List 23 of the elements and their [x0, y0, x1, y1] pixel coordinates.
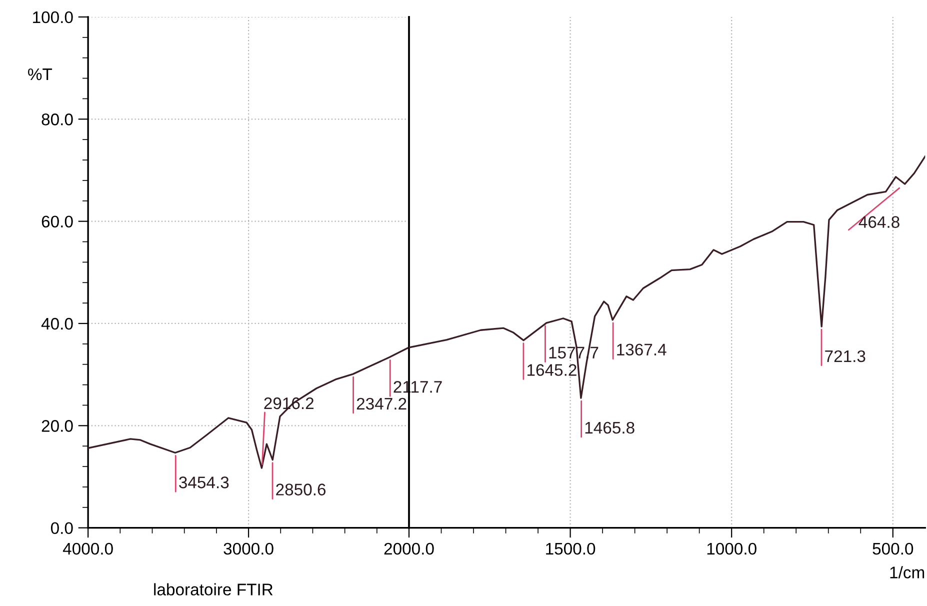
y-axis-title: %T [28, 68, 52, 80]
x-tick-label: 3000.0 [224, 542, 274, 555]
annotation: 2347.2 [356, 398, 406, 410]
x-tick-label: 1500.0 [546, 542, 596, 555]
x-axis-title: 1/cm [890, 566, 924, 578]
annotation: 1465.8 [585, 422, 634, 434]
y-tick-label: 40.0 [41, 318, 73, 330]
annotation: 2850.6 [276, 484, 326, 496]
x-tick-label: 2000.0 [384, 542, 434, 555]
y-tick-label: 60.0 [42, 216, 73, 228]
annotation: 721.3 [825, 350, 866, 362]
x-tick-label: 500.0 [872, 542, 914, 555]
text: laboratoire FTIR [154, 583, 273, 596]
y-tick-label: 100.0 [33, 11, 73, 24]
x-tick-label: 1000.0 [707, 542, 756, 555]
annotation: 464.8 [858, 216, 900, 228]
y-tick-label: 80.0 [42, 114, 73, 126]
annotation: 3454.3 [179, 476, 229, 488]
annotation: 1367.4 [617, 344, 666, 356]
x-tick-label: 4000.0 [62, 542, 113, 555]
y-tick-label: 0.0 [50, 522, 73, 534]
y-tick-label: 20.0 [42, 420, 73, 432]
annotation: 1645.2 [528, 364, 576, 376]
